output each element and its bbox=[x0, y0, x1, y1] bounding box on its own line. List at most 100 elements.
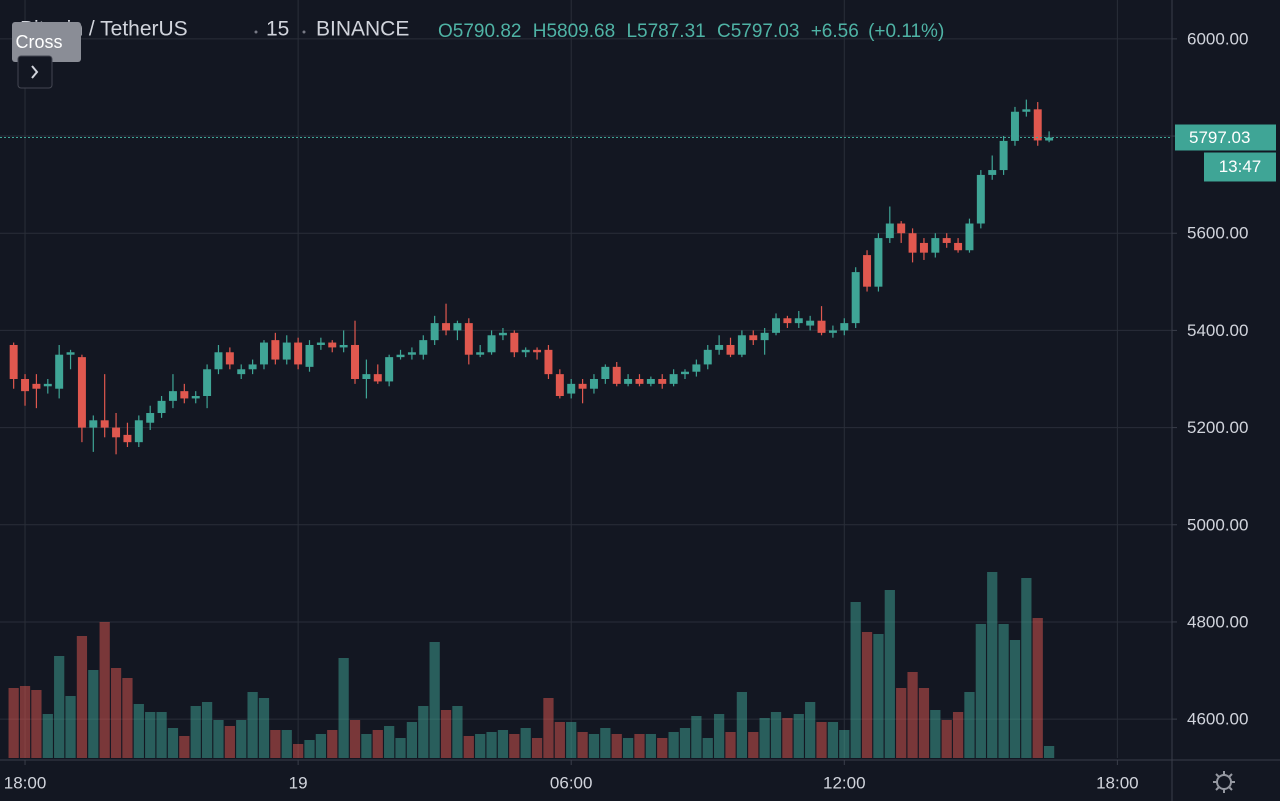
volume-bar bbox=[657, 738, 668, 758]
volume-bar bbox=[748, 732, 759, 758]
exchange: BINANCE bbox=[316, 18, 409, 41]
candle-body bbox=[863, 255, 872, 287]
candle-body bbox=[351, 344, 359, 379]
candle-body bbox=[976, 174, 985, 224]
volume-bar bbox=[873, 634, 884, 758]
tooltip-box bbox=[12, 22, 81, 62]
candle-body bbox=[77, 357, 86, 428]
candle-body bbox=[180, 391, 189, 399]
volume-bar bbox=[577, 732, 588, 758]
candle-body bbox=[681, 371, 689, 375]
volume-bar bbox=[714, 714, 725, 758]
volume-bar bbox=[293, 744, 304, 758]
candle-body bbox=[521, 349, 530, 353]
volume-bar bbox=[429, 642, 440, 758]
candle-body bbox=[453, 323, 462, 331]
candle-body bbox=[9, 344, 18, 379]
candle-body bbox=[464, 323, 473, 355]
candle-body bbox=[703, 349, 712, 365]
candle-body bbox=[32, 383, 41, 389]
volume-bar bbox=[964, 692, 975, 758]
volume-bar bbox=[361, 734, 372, 758]
low-value: 5787.31 bbox=[637, 21, 706, 42]
candle-body bbox=[146, 413, 155, 423]
volume-bar bbox=[110, 668, 122, 758]
volume-bar bbox=[167, 728, 179, 758]
volume-bar bbox=[668, 732, 679, 758]
volume-bar bbox=[896, 688, 907, 758]
high-value: 5809.68 bbox=[546, 21, 615, 42]
settings-icon[interactable] bbox=[1213, 771, 1235, 793]
candle-body bbox=[294, 342, 303, 365]
candle-body bbox=[954, 242, 963, 251]
last-price-box bbox=[1175, 124, 1276, 151]
candle-body bbox=[55, 354, 64, 389]
candle-body bbox=[282, 342, 291, 360]
volume-bar bbox=[88, 670, 99, 758]
expand-button[interactable] bbox=[17, 55, 53, 89]
volume-bar bbox=[315, 734, 326, 758]
candle-body bbox=[430, 323, 439, 341]
volume-bar bbox=[850, 602, 861, 758]
volume-bar bbox=[133, 704, 144, 758]
volume-bar bbox=[395, 738, 406, 758]
volume-bar bbox=[463, 736, 474, 758]
volume-bar bbox=[258, 698, 270, 758]
candle-body bbox=[419, 340, 428, 355]
candle-body bbox=[715, 344, 724, 350]
candle-body bbox=[783, 318, 792, 324]
candle-body bbox=[328, 342, 337, 348]
volume-bar bbox=[1043, 746, 1055, 758]
gear-teeth bbox=[1213, 771, 1235, 793]
volume-bar bbox=[497, 730, 509, 758]
x-tick-label: 06:00 bbox=[550, 773, 593, 792]
volume-bar bbox=[702, 738, 713, 758]
candle-body bbox=[305, 344, 314, 367]
volume-bar bbox=[224, 726, 235, 758]
candle-body bbox=[874, 238, 883, 287]
candle-body bbox=[1033, 109, 1042, 141]
volume-bar bbox=[884, 590, 895, 758]
volume-bar bbox=[531, 738, 543, 758]
candle-body bbox=[1045, 137, 1054, 141]
volume-bar bbox=[349, 720, 361, 758]
interval: 15 bbox=[266, 18, 289, 41]
volume-bar bbox=[213, 720, 224, 758]
y-tick-label: 5600.00 bbox=[1187, 224, 1248, 243]
change-percent: (+0.11%) bbox=[868, 21, 944, 42]
candle-body bbox=[396, 354, 405, 358]
volume-bar bbox=[987, 572, 998, 758]
candle-body bbox=[237, 369, 246, 375]
close-prefix: C bbox=[717, 21, 731, 42]
candle-body bbox=[555, 374, 564, 397]
volume-bar bbox=[622, 738, 634, 758]
candle-body bbox=[407, 352, 416, 355]
volume-bar bbox=[372, 730, 383, 758]
volume-bar bbox=[543, 698, 554, 758]
candle-body bbox=[168, 391, 177, 401]
volume-bar bbox=[76, 636, 88, 758]
volume-bar bbox=[839, 730, 850, 758]
dot bbox=[254, 30, 258, 34]
candle-body bbox=[931, 238, 940, 253]
volume-bar bbox=[588, 734, 600, 758]
candle-body bbox=[225, 352, 234, 365]
candle-body bbox=[589, 379, 598, 389]
candle-body bbox=[248, 364, 257, 370]
volume-bar bbox=[54, 656, 65, 758]
y-tick-label: 4800.00 bbox=[1187, 612, 1248, 631]
volume-bar bbox=[281, 730, 292, 758]
volume-bar bbox=[247, 692, 258, 758]
volume-bar bbox=[1009, 640, 1021, 758]
volume-bar bbox=[918, 688, 930, 758]
candle-body bbox=[806, 320, 815, 326]
candle-body bbox=[533, 349, 542, 353]
volume-bar bbox=[304, 740, 315, 758]
candle-body bbox=[851, 272, 860, 324]
candle-body bbox=[567, 383, 576, 394]
volume-bar bbox=[509, 734, 520, 758]
y-tick-label: 6000.00 bbox=[1187, 29, 1248, 48]
y-tick-label: 5000.00 bbox=[1187, 515, 1248, 534]
